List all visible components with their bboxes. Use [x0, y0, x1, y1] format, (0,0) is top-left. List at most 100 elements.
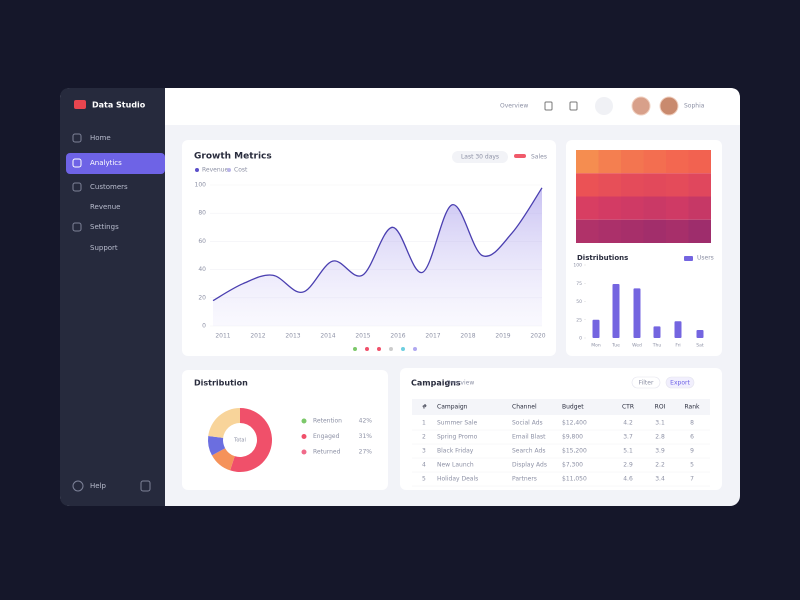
- table-cell: 2.2: [655, 462, 665, 469]
- legend-swatch: [684, 256, 693, 261]
- avatar[interactable]: [659, 96, 679, 116]
- heat-cell: [666, 173, 689, 197]
- legend-dot: [195, 168, 199, 172]
- legend-dot: [301, 449, 307, 455]
- button[interactable]: [631, 376, 661, 389]
- x-tick-label: Sat: [696, 343, 704, 349]
- x-tick-label: Tue: [611, 343, 620, 349]
- table-cell: 3.4: [655, 476, 665, 483]
- heat-cell: [598, 150, 621, 174]
- nav-icon: [72, 182, 82, 192]
- x-tick-label: 2017: [425, 333, 440, 340]
- user-name[interactable]: Sophia: [684, 103, 705, 110]
- heat-cell: [643, 196, 666, 220]
- table-cell: New Launch: [437, 462, 474, 469]
- nav-item[interactable]: Support: [90, 244, 118, 252]
- heat-cell: [643, 219, 666, 243]
- pager-dot[interactable]: [389, 347, 393, 351]
- heat-cell: [621, 150, 644, 174]
- donut-center: Total: [233, 438, 246, 444]
- legend-value: 31%: [359, 433, 373, 440]
- table-panel: [400, 368, 722, 490]
- table-cell: 2.8: [655, 434, 665, 441]
- top-link[interactable]: Overview: [500, 103, 528, 110]
- table-cell: $12,400: [562, 420, 587, 427]
- button-label[interactable]: Filter: [639, 380, 654, 387]
- nav-item[interactable]: Home: [90, 134, 111, 142]
- panel-title: Distributions: [577, 254, 628, 262]
- x-tick-label: 2013: [285, 333, 300, 340]
- x-tick-label: 2012: [250, 333, 265, 340]
- panel-subtitle: Overview: [446, 380, 474, 387]
- donut-segment: [208, 408, 240, 438]
- pager-dot[interactable]: [353, 347, 357, 351]
- table-cell: 2.9: [623, 462, 633, 469]
- filter-pill[interactable]: [452, 151, 508, 163]
- x-tick-label: 2018: [460, 333, 475, 340]
- series-label: Sales: [531, 154, 547, 161]
- heat-cell: [666, 219, 689, 243]
- bar: [612, 283, 620, 338]
- table-cell: 2: [422, 434, 426, 441]
- y-tick-label: 50: [576, 299, 582, 305]
- table-cell: Display Ads: [512, 462, 547, 469]
- pager-dot[interactable]: [365, 347, 369, 351]
- nav-item[interactable]: Settings: [90, 223, 119, 231]
- table-header: Rank: [685, 404, 701, 411]
- pager-dot[interactable]: [413, 347, 417, 351]
- table-cell: Search Ads: [512, 448, 545, 455]
- table-cell: 5: [422, 476, 426, 483]
- area: [213, 187, 542, 326]
- pager-dot[interactable]: [401, 347, 405, 351]
- legend-label: Revenue: [202, 167, 228, 174]
- heat-cell: [598, 173, 621, 197]
- y-tick-label: 20: [198, 294, 206, 301]
- y-tick-label: 60: [198, 238, 206, 245]
- table-cell: Spring Promo: [437, 434, 478, 441]
- topbar: [165, 88, 740, 125]
- table-cell: Email Blast: [512, 434, 546, 441]
- nav-item[interactable]: Analytics: [90, 159, 122, 167]
- series-swatch: [514, 154, 526, 158]
- nav-item[interactable]: Revenue: [90, 203, 121, 211]
- button[interactable]: [665, 376, 695, 389]
- table-cell: 7: [690, 476, 694, 483]
- icon[interactable]: [569, 101, 578, 111]
- heat-cell: [598, 219, 621, 243]
- table-cell: 6: [690, 434, 694, 441]
- y-tick-label: 40: [198, 266, 206, 273]
- icon: [140, 480, 151, 492]
- y-tick-label: 80: [198, 210, 206, 217]
- table-cell: 4: [422, 462, 426, 469]
- nav-icon: [72, 158, 82, 168]
- icon[interactable]: [544, 101, 553, 111]
- heat-cell: [576, 173, 599, 197]
- legend-label: Cost: [234, 167, 248, 174]
- filter[interactable]: Last 30 days: [461, 154, 499, 161]
- panel-title: Campaigns: [411, 379, 461, 388]
- logo: [74, 100, 86, 109]
- heat-cell: [621, 196, 644, 220]
- table-cell: 3: [422, 448, 426, 455]
- bar: [633, 288, 641, 338]
- table-cell: 3.9: [655, 448, 665, 455]
- nav-icon: [72, 222, 82, 232]
- table-header-bg: [412, 399, 710, 415]
- x-tick-label: 2019: [495, 333, 510, 340]
- table-cell: $9,800: [562, 434, 583, 441]
- nav-item[interactable]: Customers: [90, 183, 128, 191]
- table-header: ROI: [655, 404, 666, 411]
- icon-button[interactable]: [595, 97, 613, 115]
- table-cell: 4.6: [623, 476, 633, 483]
- legend-value: 42%: [359, 418, 373, 425]
- avatar[interactable]: [631, 96, 651, 116]
- pager-dot[interactable]: [377, 347, 381, 351]
- help[interactable]: Help: [90, 482, 107, 490]
- button-label[interactable]: Export: [670, 380, 690, 387]
- bar: [653, 326, 661, 338]
- legend-label: Returned: [313, 449, 341, 456]
- table-cell: $15,200: [562, 448, 587, 455]
- legend-dot: [227, 168, 231, 172]
- y-tick-label: 100: [573, 263, 582, 269]
